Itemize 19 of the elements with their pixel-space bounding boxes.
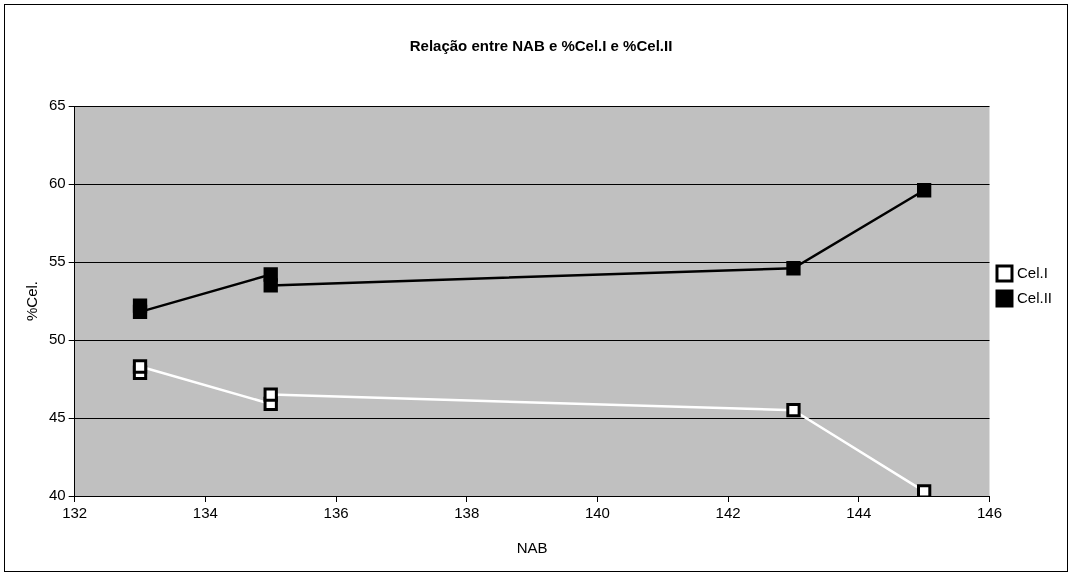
y-axis-title: %Cel.	[23, 280, 41, 322]
x-tick-label: 142	[715, 504, 741, 522]
y-tick-label: 65	[49, 96, 66, 114]
chart-title: Relação entre NAB e %Cel.I e %Cel.II	[409, 37, 673, 55]
y-tick-label: 40	[49, 486, 66, 504]
x-tick-label: 134	[192, 504, 218, 522]
y-tick-label: 45	[49, 408, 66, 426]
x-tick-label: 144	[846, 504, 872, 522]
x-axis-title: NAB	[516, 539, 548, 557]
x-tick-label: 146	[976, 504, 1003, 522]
legend-label: Cel.I	[1016, 263, 1048, 281]
x-tick-label: 138	[454, 504, 480, 522]
legend-label: Cel.II	[1016, 288, 1053, 306]
y-tick-label: 50	[49, 330, 66, 348]
y-tick-label: 55	[49, 252, 66, 270]
x-tick-label: 140	[584, 504, 610, 522]
y-tick-label: 60	[49, 174, 66, 192]
x-tick-label: 136	[323, 504, 349, 522]
x-tick-label: 132	[62, 504, 88, 522]
